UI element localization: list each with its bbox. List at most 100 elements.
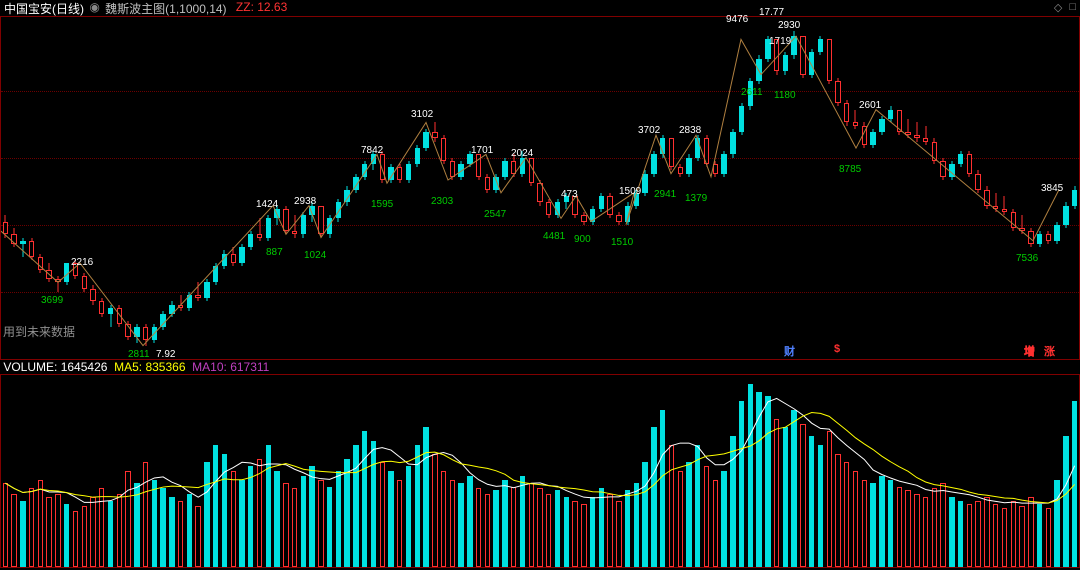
wave-label: 2303 (431, 196, 453, 207)
volume-bar (213, 445, 218, 567)
wave-label: 1424 (256, 199, 278, 210)
wave-label: 887 (266, 247, 283, 258)
ma10-label: MA10: (192, 360, 227, 374)
volume-bar (651, 427, 656, 567)
volume-bar (940, 483, 945, 567)
volume-bar (108, 501, 113, 567)
volume-bar (713, 480, 718, 567)
volume-bar (879, 476, 884, 567)
volume-bar (432, 454, 437, 567)
volume-bar (774, 419, 779, 567)
stock-title: 中国宝安(日线) (4, 2, 84, 16)
ma5-label: MA5: (114, 360, 142, 374)
wave-label: 2930 (778, 20, 800, 31)
volume-bar (344, 459, 349, 567)
wave-label: 3845 (1041, 183, 1063, 194)
wave-label: 1509 (619, 186, 641, 197)
volume-bar (1063, 436, 1068, 567)
volume-bar (642, 462, 647, 567)
main-candlestick-chart[interactable]: 2216142429387842310217012024473150937022… (0, 16, 1080, 360)
volume-bar (143, 462, 148, 567)
volume-bar (397, 480, 402, 567)
wave-label: 2838 (679, 125, 701, 136)
future-data-warning: 用到未来数据 (3, 323, 75, 340)
volume-bar (423, 427, 428, 567)
volume-bar (371, 441, 376, 567)
volume-bar (564, 497, 569, 567)
volume-bar (502, 480, 507, 567)
volume-bar (415, 445, 420, 567)
volume-bar (117, 494, 122, 567)
wave-label: 1379 (685, 193, 707, 204)
volume-bar (721, 471, 726, 567)
wave-label: 473 (561, 189, 578, 200)
volume-bar (660, 410, 665, 567)
wave-label: 1510 (611, 237, 633, 248)
volume-bar (695, 445, 700, 567)
volume-bar (327, 487, 332, 567)
volume-bar (949, 497, 954, 567)
volume-bar (783, 427, 788, 567)
volume-bar (125, 471, 130, 567)
volume-bar (897, 487, 902, 567)
volume-bar (765, 396, 770, 567)
volume-bar (485, 494, 490, 567)
volume-bar (634, 483, 639, 567)
volume-bar (905, 490, 910, 567)
volume-bar (862, 480, 867, 567)
volume-bar (187, 494, 192, 567)
volume-bar (1011, 501, 1016, 567)
volume-bar (923, 497, 928, 567)
volume-bar (572, 501, 577, 567)
wave-label: 2938 (294, 196, 316, 207)
volume-chart[interactable] (0, 374, 1080, 568)
diamond-icon[interactable]: ◇ (1054, 2, 1062, 14)
volume-bar (1046, 508, 1051, 567)
volume-bar (599, 488, 604, 567)
wave-label: 1701 (471, 145, 493, 156)
volume-bar (73, 511, 78, 567)
volume-bar (353, 445, 358, 567)
volume-bar (274, 471, 279, 567)
volume-bar (318, 480, 323, 567)
volume-bar (11, 494, 16, 567)
square-icon[interactable]: □ (1069, 1, 1076, 13)
volume-bar (134, 483, 139, 567)
volume-bar (90, 497, 95, 567)
wave-label: 1024 (304, 250, 326, 261)
volume-bar (993, 504, 998, 567)
volume-bar (476, 488, 481, 567)
volume-bar (55, 494, 60, 567)
ma5-value: 835366 (145, 360, 185, 374)
indicator-name: 魏斯波主图(1,1000,14) (105, 2, 226, 16)
volume-bar (809, 436, 814, 567)
volume-bar (152, 480, 157, 567)
wave-label: 1180 (774, 90, 796, 101)
volume-label: VOLUME: (3, 360, 57, 374)
volume-bar (292, 488, 297, 567)
volume-bar (362, 431, 367, 567)
volume-bar (616, 501, 621, 567)
volume-bar (537, 488, 542, 567)
wave-label: 1595 (371, 199, 393, 210)
volume-bar (625, 490, 630, 567)
volume-bar (818, 445, 823, 567)
volume-bar (835, 454, 840, 567)
volume-bar (64, 504, 69, 567)
wave-label: 7.92 (156, 349, 175, 360)
volume-bar (546, 494, 551, 567)
volume-bar (1037, 504, 1042, 567)
wave-label: 2611 (741, 87, 763, 98)
volume-bar (853, 471, 858, 567)
wave-label: 2024 (511, 148, 533, 159)
volume-bar (844, 462, 849, 567)
volume-bar (178, 501, 183, 567)
chart-header: 中国宝安(日线) ◉ 魏斯波主图(1,1000,14) ZZ: 12.63 ◇ … (0, 0, 1080, 16)
volume-bar (1019, 506, 1024, 567)
marker-cai: 财 (784, 343, 795, 359)
volume-bar (756, 392, 761, 567)
wave-label: 1719 (769, 36, 791, 47)
volume-bar (678, 471, 683, 567)
volume-bar (1072, 401, 1077, 567)
check-icon[interactable]: ◉ (89, 0, 99, 14)
